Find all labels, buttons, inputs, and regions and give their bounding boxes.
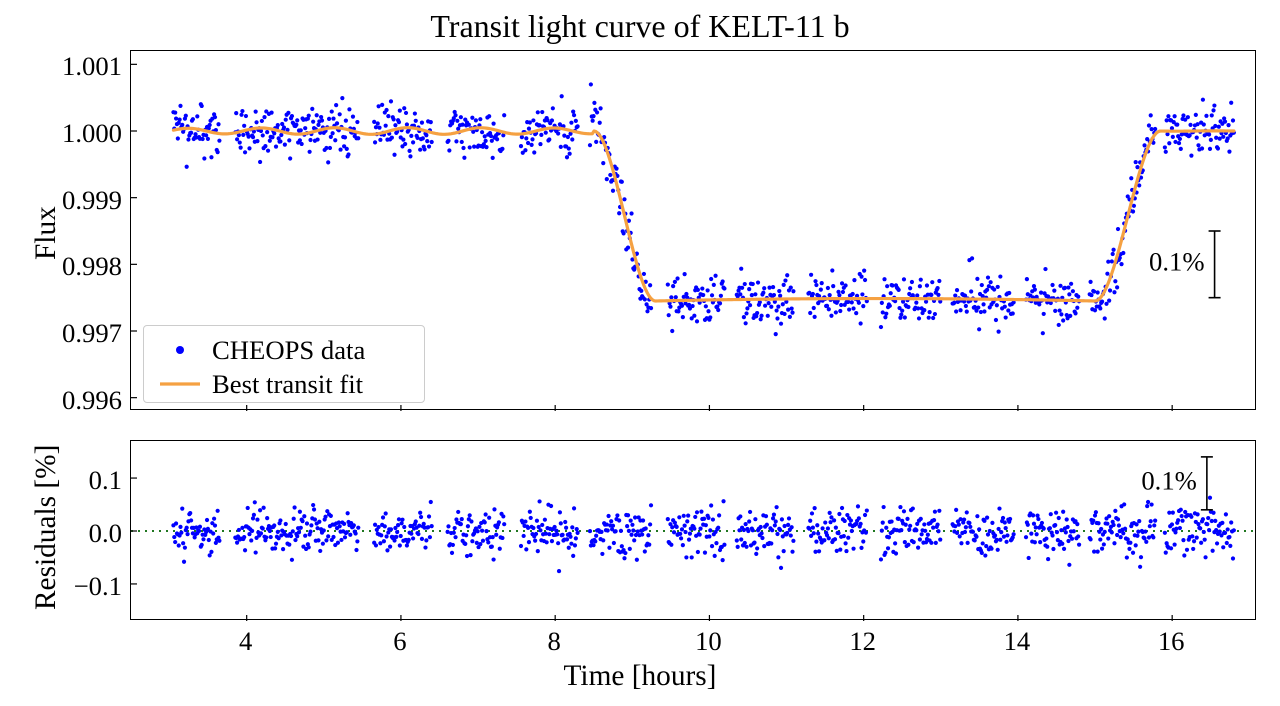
residuals-ytick: −0.1 (74, 571, 122, 602)
x-axis-label: Time [hours] (0, 660, 1280, 693)
legend: CHEOPS dataBest transit fit (143, 325, 425, 403)
flux-ytick: 0.997 (62, 318, 122, 349)
x-tick: 16 (1156, 626, 1186, 657)
flux-ytick: 1.001 (62, 51, 122, 82)
legend-item: Best transit fit (158, 370, 363, 398)
x-tick: 10 (693, 626, 723, 657)
legend-label: Best transit fit (212, 369, 363, 400)
x-tick: 12 (848, 626, 878, 657)
flux-ytick: 0.996 (62, 385, 122, 416)
flux-ytick: 0.999 (62, 185, 122, 216)
svg-text:0.1%: 0.1% (1149, 246, 1205, 276)
residuals-ytick: 0.1 (89, 465, 122, 496)
x-tick: 14 (1002, 626, 1032, 657)
x-tick: 6 (385, 626, 415, 657)
chart-title: Transit light curve of KELT-11 b (0, 8, 1280, 45)
residuals-plot-svg: 0.1% (131, 441, 1257, 621)
x-tick: 8 (539, 626, 569, 657)
flux-ytick: 0.998 (62, 251, 122, 282)
residuals-ylabel: Residuals [%] (30, 445, 63, 610)
residuals-ytick: 0.0 (89, 518, 122, 549)
flux-ytick: 1.000 (62, 118, 122, 149)
legend-label: CHEOPS data (212, 335, 365, 366)
legend-item: CHEOPS data (158, 336, 365, 364)
residuals-panel: 0.1% (130, 440, 1256, 620)
flux-panel: 0.1% CHEOPS dataBest transit fit (130, 50, 1256, 410)
flux-ylabel: Flux (30, 206, 63, 260)
figure: Transit light curve of KELT-11 b 0.1% CH… (0, 0, 1280, 706)
svg-text:0.1%: 0.1% (1141, 465, 1197, 495)
x-tick: 4 (231, 626, 261, 657)
